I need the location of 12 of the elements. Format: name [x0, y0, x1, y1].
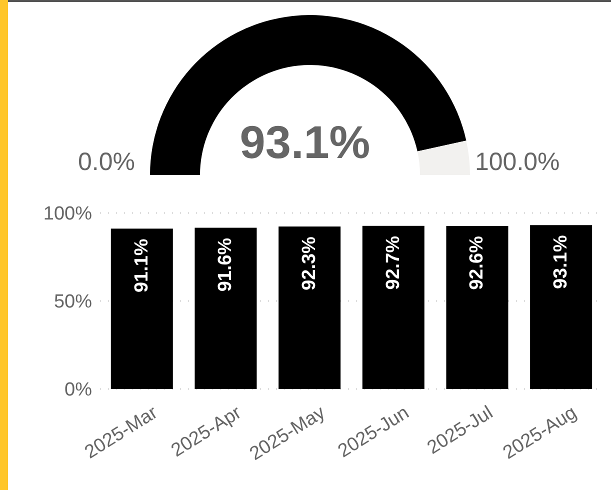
- text: 0.0%: [78, 148, 135, 176]
- data-label: 91.1%: [131, 238, 152, 293]
- data-label: 92.6%: [466, 236, 488, 290]
- y-tick-label: 100%: [43, 204, 92, 225]
- data-label: 93.1%: [550, 235, 572, 290]
- y-tick-label: 0%: [64, 380, 92, 401]
- y-tick-label: 50%: [54, 292, 92, 313]
- text: 100.0%: [475, 148, 560, 176]
- data-label: 91.6%: [215, 238, 236, 292]
- data-label: 92.3%: [299, 236, 320, 290]
- data-label: 93.1%: [240, 116, 370, 168]
- data-label: 92.7%: [382, 236, 404, 290]
